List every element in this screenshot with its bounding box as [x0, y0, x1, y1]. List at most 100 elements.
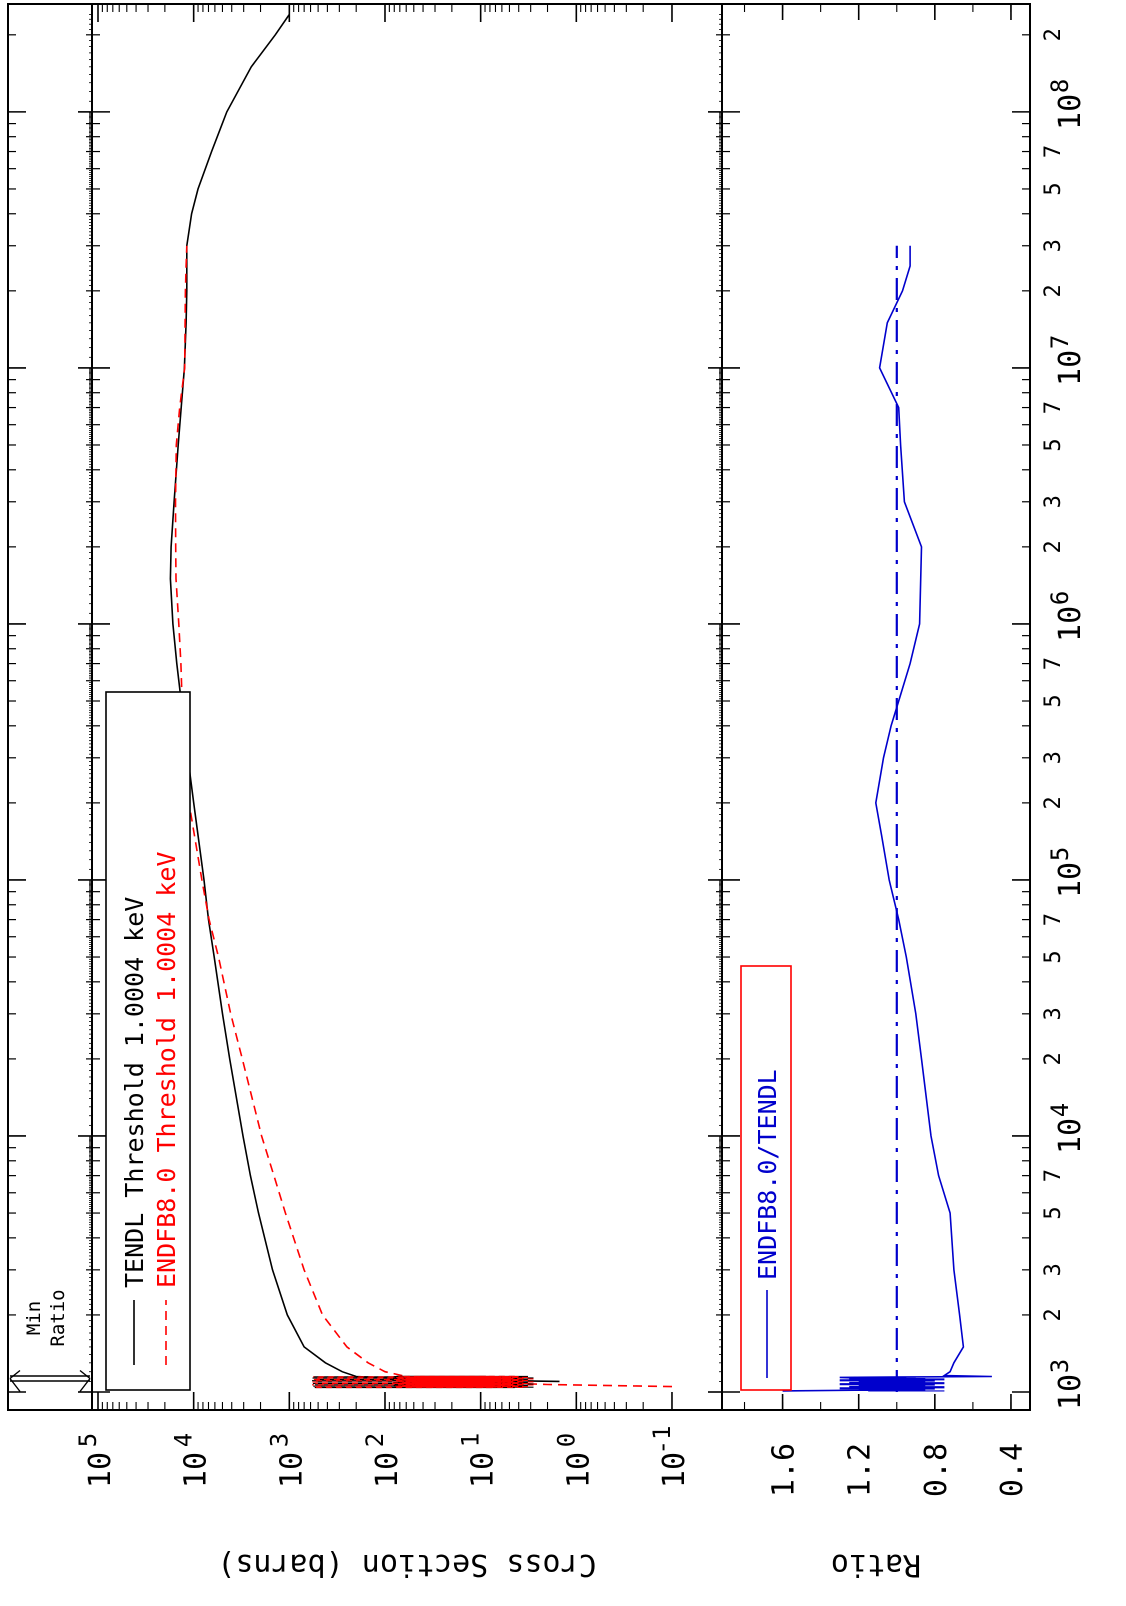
energy-minor-label: 5 — [1041, 694, 1066, 707]
energy-minor-label: 3 — [1041, 495, 1066, 508]
min-ratio-label-line: Ratio — [47, 1289, 69, 1346]
energy-tick-base: 10 — [1053, 94, 1088, 130]
ratio-resonance-region — [839, 1377, 945, 1392]
cs-tick-base: 10 — [83, 1452, 118, 1488]
series-endfb8-0 — [174, 245, 673, 1388]
energy-tick-exponent: 5 — [1046, 847, 1074, 861]
cs-tick-exponent: -1 — [648, 1426, 676, 1455]
ratio-tick-text: 0.4 — [995, 1443, 1030, 1497]
energy-minor-label: 7 — [1041, 657, 1066, 670]
min-ratio-arrow-head — [9, 1369, 21, 1392]
ratio-tick-text: 0.8 — [919, 1443, 954, 1497]
energy-tick-exponent: 7 — [1046, 335, 1074, 349]
energy-minor-label: 5 — [1041, 1206, 1066, 1219]
axis-ticks — [8, 4, 1030, 1410]
energy-minor-label-text: 7 — [1041, 1169, 1066, 1182]
energy-minor-label: 7 — [1041, 145, 1066, 158]
cs-tick-label-10^3: 103 — [265, 1433, 309, 1488]
energy-tick-base: 10 — [1053, 1118, 1088, 1154]
energy-tick-label-10^4: 104 — [1046, 1103, 1088, 1154]
ratio-tick-label-0.8: 0.8 — [919, 1443, 954, 1497]
energy-minor-label-text: 2 — [1041, 1052, 1066, 1065]
cs-tick-exponent: 0 — [552, 1433, 580, 1447]
energy-tick-exponent: 4 — [1046, 1103, 1074, 1117]
cs-tick-exponent: 4 — [170, 1433, 198, 1447]
energy-tick-exponent: 6 — [1046, 591, 1074, 605]
cs-tick-label-10^5: 105 — [74, 1433, 118, 1488]
ratio-tick-label-1.2: 1.2 — [843, 1443, 878, 1497]
energy-tick-label-10^8: 108 — [1046, 79, 1088, 130]
ratio-axis-title-text: Ratio — [831, 1547, 921, 1582]
energy-tick-label-10^7: 107 — [1046, 335, 1088, 386]
energy-minor-label-text: 5 — [1041, 182, 1066, 195]
energy-minor-label: 5 — [1041, 950, 1066, 963]
energy-minor-label: 7 — [1041, 913, 1066, 926]
energy-minor-label-text: 2 — [1041, 284, 1066, 297]
energy-minor-label: 3 — [1041, 751, 1066, 764]
energy-minor-label-text: 3 — [1041, 1263, 1066, 1276]
cs-tick-label-10^1: 101 — [457, 1433, 501, 1488]
cs-tick-label-10^2: 102 — [361, 1433, 405, 1488]
energy-minor-label-text: 2 — [1041, 796, 1066, 809]
energy-tick-label-10^6: 106 — [1046, 591, 1088, 642]
cs-tick-base: 10 — [466, 1452, 501, 1488]
cs-tick-exponent: 3 — [265, 1433, 293, 1447]
cs-tick-base: 10 — [657, 1452, 692, 1488]
energy-minor-label: 2 — [1041, 1308, 1066, 1321]
cs-tick-label-10^4: 104 — [170, 1433, 214, 1488]
energy-minor-label-text: 5 — [1041, 694, 1066, 707]
energy-tick-base: 10 — [1053, 606, 1088, 642]
energy-minor-label: 7 — [1041, 401, 1066, 414]
energy-minor-label-text: 2 — [1041, 540, 1066, 553]
energy-minor-label: 7 — [1041, 1169, 1066, 1182]
cs-tick-base: 10 — [179, 1452, 214, 1488]
energy-minor-label-text: 3 — [1041, 239, 1066, 252]
energy-minor-label: 2 — [1041, 1052, 1066, 1065]
ratio-tick-text: 1.6 — [767, 1443, 802, 1497]
energy-minor-label-text: 2 — [1041, 28, 1066, 41]
legend-top-label: ENDFB8.0 Threshold 1.0004 keV — [152, 852, 181, 1289]
cs-tick-exponent: 5 — [74, 1433, 102, 1447]
legend-top-label: TENDL Threshold 1.0004 keV — [120, 897, 149, 1288]
energy-minor-label-text: 7 — [1041, 401, 1066, 414]
energy-minor-label-text: 5 — [1041, 1206, 1066, 1219]
ratio-tick-label-1.6: 1.6 — [767, 1443, 802, 1497]
min-ratio-label: Min Ratio — [23, 1289, 69, 1346]
energy-tick-base: 10 — [1053, 862, 1088, 898]
legends: TENDL Threshold 1.0004 keV ENDFB8.0 Thres… — [105, 691, 792, 1391]
energy-minor-label-text: 7 — [1041, 657, 1066, 670]
ratio-tick-label-0.4: 0.4 — [995, 1443, 1030, 1497]
cs-axis-title: Cross Section (barns) — [217, 1547, 596, 1582]
legend-bottom-box — [740, 965, 792, 1391]
cs-axis-title-text: Cross Section (barns) — [217, 1547, 596, 1582]
energy-minor-label: 2 — [1041, 28, 1066, 41]
energy-minor-label-text: 2 — [1041, 1308, 1066, 1321]
energy-minor-label: 5 — [1041, 182, 1066, 195]
energy-tick-exponent: 3 — [1046, 1359, 1074, 1373]
energy-minor-label: 2 — [1041, 540, 1066, 553]
axis-labels: 1031041051061071082357235723572357235721… — [9, 28, 1088, 1582]
energy-minor-label: 3 — [1041, 1263, 1066, 1276]
plot-frames — [7, 3, 1031, 1411]
energy-minor-label-text: 5 — [1041, 438, 1066, 451]
legend-top-box — [105, 691, 191, 1391]
cs-tick-base: 10 — [561, 1452, 596, 1488]
energy-minor-label: 5 — [1041, 438, 1066, 451]
energy-minor-label: 3 — [1041, 1007, 1066, 1020]
energy-minor-label-text: 7 — [1041, 913, 1066, 926]
cs-tick-base: 10 — [274, 1452, 309, 1488]
resonance-region-endfb — [312, 1375, 534, 1389]
energy-minor-label-text: 3 — [1041, 751, 1066, 764]
cs-tick-exponent: 2 — [361, 1433, 389, 1447]
cs-tick-label-10^-1: 10-1 — [648, 1426, 692, 1489]
energy-tick-base: 10 — [1053, 1374, 1088, 1410]
cs-tick-base: 10 — [370, 1452, 405, 1488]
energy-minor-label-text: 5 — [1041, 950, 1066, 963]
energy-tick-label-10^3: 103 — [1046, 1359, 1088, 1410]
energy-tick-exponent: 8 — [1046, 79, 1074, 93]
energy-minor-label: 2 — [1041, 284, 1066, 297]
energy-minor-label: 3 — [1041, 239, 1066, 252]
energy-minor-label-text: 3 — [1041, 1007, 1066, 1020]
